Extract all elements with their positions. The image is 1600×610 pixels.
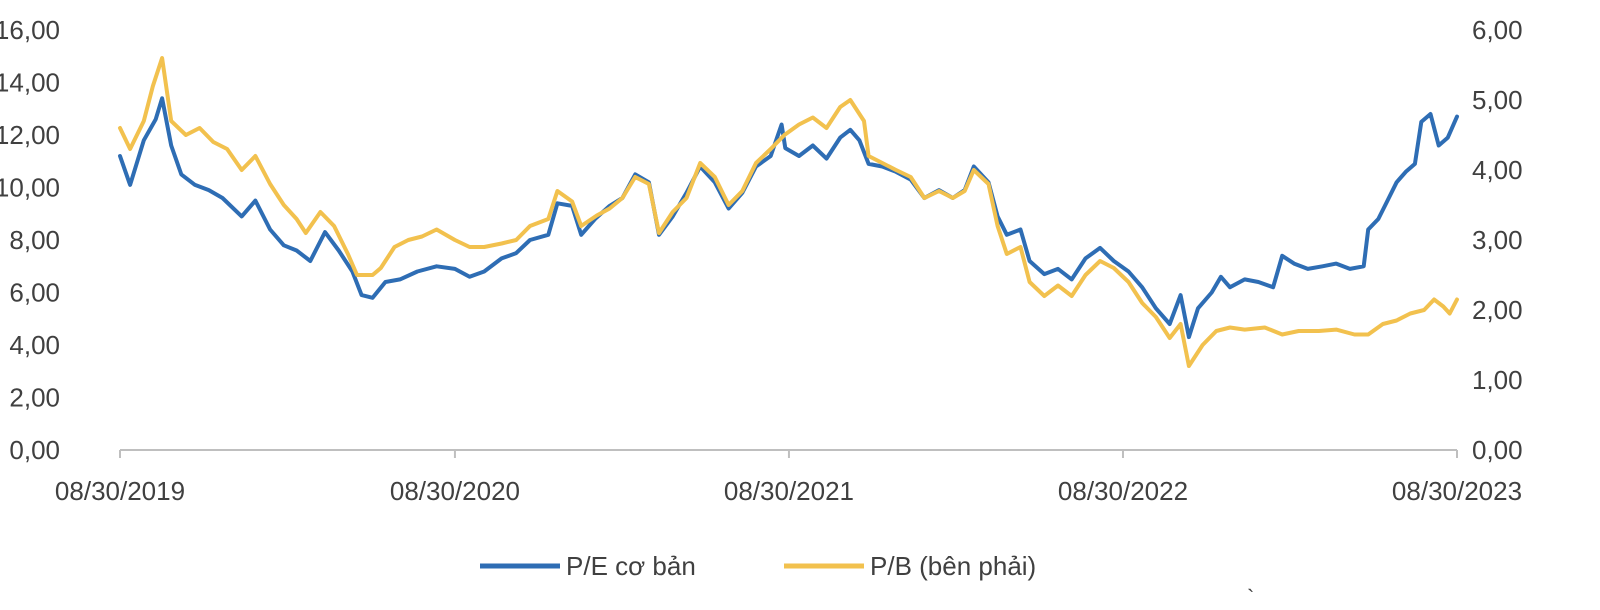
- series-line-pb: [118, 56, 1459, 368]
- legend: P/E cơ bản P/B (bên phải): [480, 551, 1036, 581]
- y-left-tick-label: 4,00: [9, 330, 60, 360]
- y-left-tick-label: 14,00: [0, 68, 60, 98]
- y-right-tick-label: 1,00: [1472, 365, 1523, 395]
- y-right-tick-label: 6,00: [1472, 15, 1523, 45]
- y-left-tick-label: 12,00: [0, 120, 60, 150]
- y-right-tick-label: 3,00: [1472, 225, 1523, 255]
- series-lines: [118, 56, 1459, 368]
- y-axis-left: 0,00 2,00 4,00 6,00 8,00 10,00 12,00 14,00 16,00: [0, 15, 60, 465]
- y-left-tick-label: 8,00: [9, 225, 60, 255]
- x-tick-label: 08/30/2020: [390, 476, 520, 506]
- legend-label: P/B (bên phải): [870, 551, 1036, 581]
- x-tick-label: 08/30/2021: [724, 476, 854, 506]
- x-axis: 08/30/2019 08/30/2020 08/30/2021 08/30/2022…: [55, 450, 1522, 506]
- legend-label: P/E cơ bản: [566, 551, 696, 581]
- y-left-tick-label: 0,00: [9, 435, 60, 465]
- x-tick-label: 08/30/2022: [1058, 476, 1188, 506]
- y-left-tick-label: 6,00: [9, 278, 60, 308]
- y-left-tick-label: 10,00: [0, 173, 60, 203]
- y-right-tick-label: 5,00: [1472, 85, 1523, 115]
- y-left-tick-label: 2,00: [9, 383, 60, 413]
- y-axis-right: 0,00 1,00 2,00 3,00 4,00 5,00 6,00: [1472, 15, 1523, 465]
- stray-mark: `: [1247, 585, 1254, 605]
- x-tick-label: 08/30/2023: [1392, 476, 1522, 506]
- x-tick-label: 08/30/2019: [55, 476, 185, 506]
- y-right-tick-label: 4,00: [1472, 155, 1523, 185]
- y-right-tick-label: 0,00: [1472, 435, 1523, 465]
- y-right-tick-label: 2,00: [1472, 295, 1523, 325]
- series-line-pe: [118, 96, 1459, 340]
- y-left-tick-label: 16,00: [0, 15, 60, 45]
